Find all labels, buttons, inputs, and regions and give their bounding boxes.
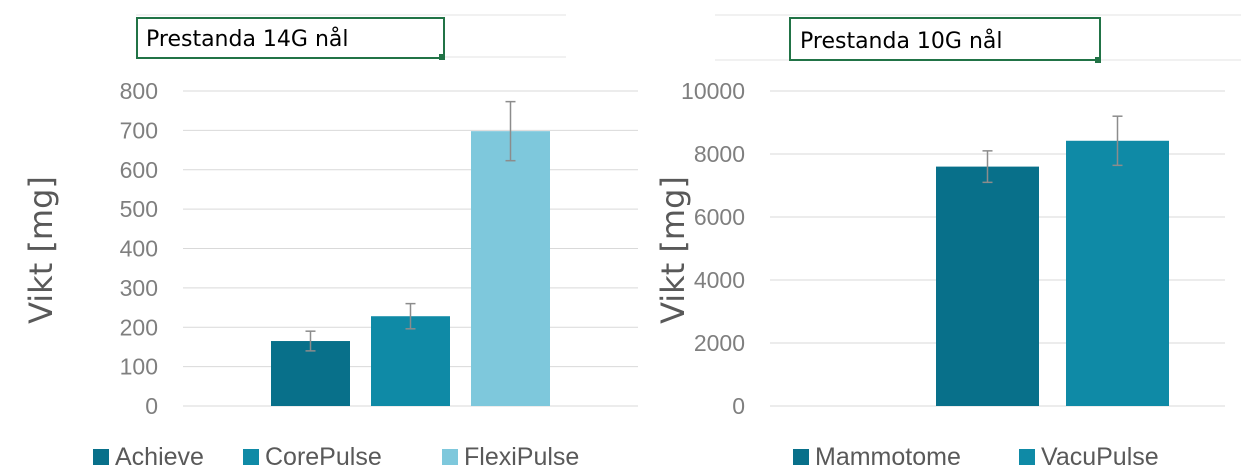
legend-swatch — [243, 449, 259, 465]
legend-label: CorePulse — [265, 443, 382, 471]
legend: Achieve CorePulse FlexiPulse — [93, 443, 579, 471]
bar-vacupulse — [1066, 140, 1169, 406]
title-box — [136, 17, 445, 59]
error-bars — [305, 100, 516, 352]
chart-14g: Prestanda 14G nål Vikt [mg] 0 100 200 300 40… — [22, 14, 638, 471]
y-axis-label: Vikt [mg] — [654, 176, 692, 324]
legend-swatch — [93, 449, 109, 465]
error-bar-mammotome — [982, 150, 993, 184]
y-tick-label: 500 — [120, 196, 158, 222]
y-tick-label: 700 — [120, 117, 158, 143]
y-tick-labels: 0 100 200 300 400 500 600 700 800 — [120, 78, 158, 419]
y-tick-label: 4000 — [694, 267, 745, 293]
bar-mammotome — [936, 166, 1039, 406]
legend-label: Achieve — [115, 443, 204, 471]
y-axis-label: Vikt [mg] — [22, 176, 60, 324]
error-bar-achieve — [305, 330, 316, 352]
y-tick-label: 6000 — [694, 204, 745, 230]
legend-label: Mammotome — [815, 443, 961, 471]
y-tick-label: 8000 — [694, 141, 745, 167]
legend-label: VacuPulse — [1041, 443, 1159, 471]
error-bar-corepulse — [405, 302, 416, 330]
bar-flexipulse — [471, 131, 550, 406]
error-bar-vacupulse — [1112, 115, 1123, 167]
bars — [936, 140, 1169, 406]
title-box-handle — [439, 54, 445, 60]
error-bars — [982, 115, 1123, 184]
y-tick-label: 0 — [732, 393, 745, 419]
bars — [271, 131, 550, 406]
y-tick-label: 600 — [120, 157, 158, 183]
legend-swatch — [1019, 449, 1035, 465]
y-tick-label: 100 — [120, 354, 158, 380]
y-tick-label: 0 — [145, 393, 158, 419]
legend: Mammotome VacuPulse — [793, 443, 1159, 471]
legend-swatch — [793, 449, 809, 465]
error-bar-flexipulse — [505, 100, 516, 162]
y-tick-label: 300 — [120, 275, 158, 301]
title-box — [789, 17, 1101, 61]
y-tick-label: 800 — [120, 78, 158, 104]
chart-10g: Prestanda 10G nål Vikt [mg] 0 2000 4000 600… — [654, 14, 1241, 471]
chart-title: Prestanda 14G nål — [146, 26, 349, 52]
gridlines — [183, 90, 638, 407]
y-tick-labels: 0 2000 4000 6000 8000 10000 — [681, 78, 745, 419]
chart-title: Prestanda 10G nål — [800, 28, 1003, 54]
bar-corepulse — [371, 316, 450, 406]
y-tick-label: 200 — [120, 314, 158, 340]
y-tick-label: 400 — [120, 236, 158, 262]
legend-swatch — [442, 449, 458, 465]
bar-achieve — [271, 341, 350, 406]
y-tick-label: 2000 — [694, 330, 745, 356]
legend-label: FlexiPulse — [464, 443, 579, 471]
title-box-handle — [1095, 57, 1101, 63]
y-tick-label: 10000 — [681, 78, 745, 104]
